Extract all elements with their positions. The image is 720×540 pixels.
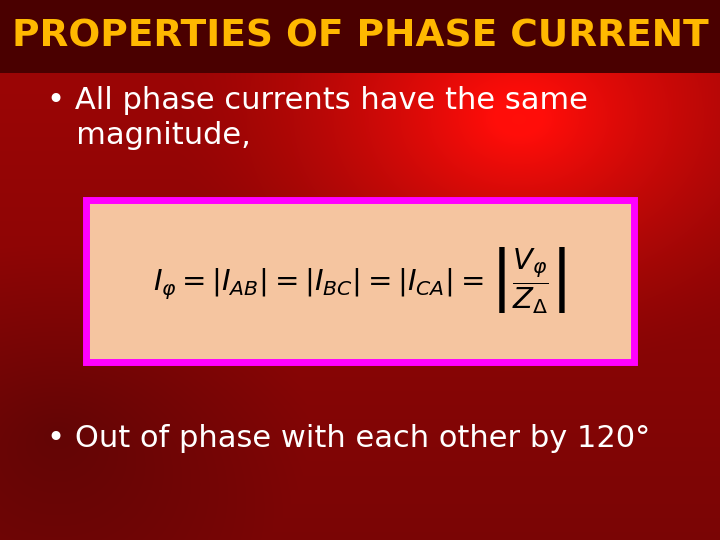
Text: magnitude,: magnitude, [47,122,251,151]
Text: $I_{\varphi} = |I_{AB}| = |I_{BC}| = |I_{CA}| = \left|\dfrac{V_{\varphi}}{Z_{\De: $I_{\varphi} = |I_{AB}| = |I_{BC}| = |I_… [153,246,567,316]
Text: • All phase currents have the same: • All phase currents have the same [47,86,588,116]
Text: • Out of phase with each other by 120°: • Out of phase with each other by 120° [47,424,650,453]
Text: PROPERTIES OF PHASE CURRENT: PROPERTIES OF PHASE CURRENT [12,19,708,55]
FancyBboxPatch shape [86,200,634,362]
Bar [0,0,720,73]
